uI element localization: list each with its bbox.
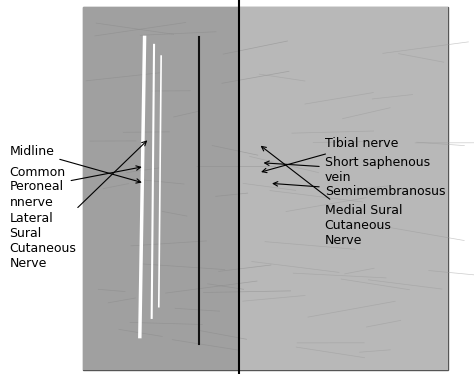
- Bar: [239, 7, 448, 370]
- Text: Medial Sural
Cutaneous
Nerve: Medial Sural Cutaneous Nerve: [262, 147, 402, 246]
- Text: Semimembranosus: Semimembranosus: [273, 182, 445, 198]
- Text: Lateral
Sural
Cutaneous
Nerve: Lateral Sural Cutaneous Nerve: [9, 141, 146, 270]
- Text: Common
Peroneal
nnerve: Common Peroneal nnerve: [9, 166, 141, 208]
- Text: Short saphenous
vein: Short saphenous vein: [264, 156, 430, 184]
- Text: Tibial nerve: Tibial nerve: [262, 138, 398, 173]
- Bar: [83, 7, 239, 370]
- Bar: [83, 7, 448, 370]
- Text: Midline: Midline: [9, 145, 141, 183]
